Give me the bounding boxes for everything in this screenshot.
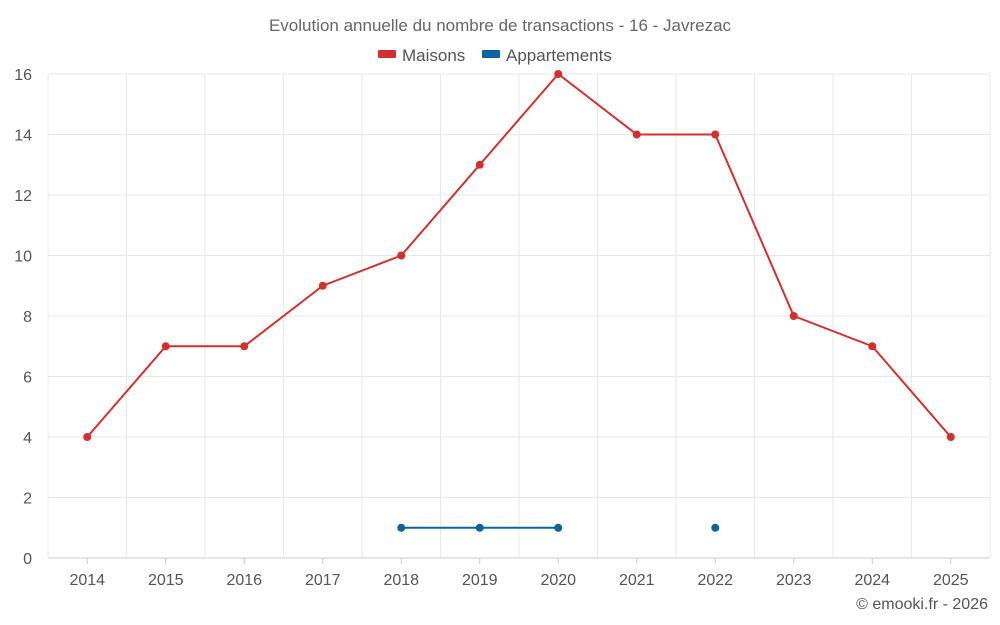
x-tick-label: 2016: [226, 572, 262, 589]
data-point-maisons-2016[interactable]: [240, 342, 249, 351]
data-point-maisons-2024[interactable]: [868, 342, 877, 351]
grid: [47, 73, 991, 559]
y-tick-label: 14: [14, 128, 32, 145]
data-point-maisons-2018[interactable]: [397, 251, 406, 260]
data-point-appartements-2022[interactable]: [711, 523, 720, 532]
x-tick-label: 2021: [619, 572, 655, 589]
legend-item-appartements[interactable]: Appartements: [482, 46, 612, 65]
data-point-appartements-2019[interactable]: [475, 523, 484, 532]
data-point-maisons-2019[interactable]: [475, 160, 484, 169]
data-point-maisons-2014[interactable]: [83, 433, 92, 441]
series-maisons: [83, 70, 955, 441]
series-line-maisons: [86, 73, 952, 438]
data-point-maisons-2015[interactable]: [161, 342, 170, 351]
x-tick-label: 2024: [854, 572, 890, 589]
y-tick-label: 4: [23, 430, 32, 447]
credit: © emooki.fr - 2026: [856, 596, 988, 613]
data-point-maisons-2021[interactable]: [632, 130, 641, 139]
data-point-maisons-2017[interactable]: [318, 281, 327, 290]
x-tick-label: 2022: [697, 572, 733, 589]
y-tick-label: 16: [14, 67, 32, 84]
data-point-maisons-2020[interactable]: [554, 70, 563, 78]
legend-label-appartements: Appartements: [506, 46, 612, 65]
y-tick-label: 2: [23, 491, 32, 508]
x-tick-label: 2020: [540, 572, 576, 589]
y-tick-label: 8: [23, 309, 32, 326]
x-tick-label: 2018: [383, 572, 419, 589]
legend: Maisons Appartements: [378, 46, 612, 65]
legend-swatch-maisons: [378, 50, 396, 58]
axes: 0 2 4 6 8 10 12 14 16 2014 2015 2016 2017 2018 2019 202…: [14, 67, 968, 589]
x-tick-label: 2015: [148, 572, 184, 589]
data-point-maisons-2022[interactable]: [711, 130, 720, 139]
legend-item-maisons[interactable]: Maisons: [378, 46, 465, 65]
data-point-maisons-2023[interactable]: [789, 312, 798, 320]
data-point-maisons-2025[interactable]: [946, 433, 955, 441]
series: [83, 70, 955, 532]
y-tick-label: 12: [14, 188, 32, 205]
x-tick-label: 2019: [462, 572, 498, 589]
x-tick-label: 2023: [776, 572, 812, 589]
x-tick-label: 2025: [933, 572, 969, 589]
chart-title: Evolution annuelle du nombre de transact…: [269, 16, 732, 35]
x-tick-label: 2014: [69, 572, 105, 589]
y-tick-label: 10: [14, 249, 32, 266]
y-tick-label: 6: [23, 370, 32, 387]
data-point-appartements-2020[interactable]: [554, 523, 563, 532]
legend-swatch-appartements: [482, 50, 500, 58]
x-tick-label: 2017: [305, 572, 341, 589]
legend-label-maisons: Maisons: [402, 46, 465, 65]
data-point-appartements-2018[interactable]: [397, 523, 406, 532]
series-appartements: [397, 523, 720, 532]
y-tick-label: 0: [23, 551, 32, 568]
